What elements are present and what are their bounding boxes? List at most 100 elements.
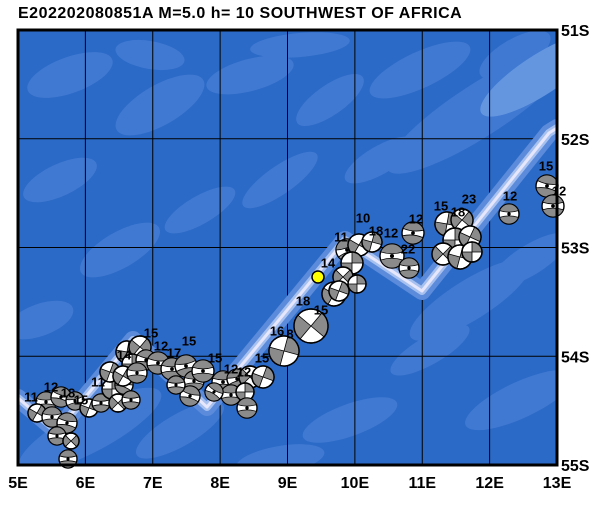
bathymetry-patch — [465, 369, 557, 431]
pressure-axis-dot — [170, 367, 174, 371]
bathymetry-patch — [480, 33, 557, 117]
focal-mechanism-beachball — [461, 241, 483, 263]
pressure-axis-dot — [73, 399, 77, 403]
x-axis-label: 13E — [543, 475, 572, 492]
focal-mechanism-beachball — [379, 243, 405, 269]
event-day-label: 15 — [255, 351, 269, 366]
pressure-axis-dot — [229, 393, 233, 397]
event-day-label: 15 — [208, 351, 222, 366]
bathymetry-patch — [115, 39, 185, 71]
y-axis-label: 55S — [561, 458, 590, 475]
main-event-marker — [311, 270, 325, 284]
beachball-rim — [361, 231, 383, 253]
pressure-axis-dot — [345, 248, 349, 252]
focal-mechanism-beachball — [65, 391, 85, 411]
pressure-axis-dot — [50, 415, 54, 419]
event-day-label: 18 — [61, 386, 75, 401]
compression-lobe — [122, 390, 140, 399]
bathymetry-texture — [18, 30, 557, 465]
compression-lobe — [127, 362, 147, 372]
pressure-axis-dot — [55, 434, 59, 438]
event-day-label: 15 — [182, 334, 196, 349]
pressure-axis-dot — [235, 377, 239, 381]
pressure-axis-dot — [411, 231, 415, 235]
bathymetry-patch — [242, 151, 318, 209]
bathymetry-patch — [115, 74, 205, 136]
pressure-axis-dot — [551, 204, 555, 208]
event-day-label: 11 — [91, 375, 105, 390]
compression-lobe — [65, 391, 84, 401]
compression-lobe — [192, 372, 214, 383]
compression-lobe — [499, 215, 519, 225]
beachball-rim — [293, 308, 329, 344]
pressure-axis-dot — [212, 390, 216, 394]
focal-mechanism-beachball — [179, 385, 201, 407]
compression-lobe — [401, 234, 424, 245]
bathymetry-patch — [250, 32, 350, 58]
event-day-label: 14 — [321, 256, 336, 271]
x-axis-label: 9E — [278, 475, 298, 492]
pressure-axis-dot — [44, 400, 48, 404]
x-axis-label: 6E — [76, 475, 96, 492]
event-day-label: 12 — [384, 226, 398, 241]
event-day-label: 15 — [539, 159, 553, 174]
focal-mechanism-beachball — [268, 335, 300, 367]
event-day-label: 12 — [503, 189, 517, 204]
compression-lobe — [167, 386, 185, 395]
beachball-rim — [347, 274, 367, 294]
compression-lobe — [237, 409, 257, 419]
event-day-label: 18 — [451, 205, 465, 220]
y-axis-label: 52S — [561, 132, 590, 149]
compression-lobe — [499, 203, 519, 213]
pressure-axis-dot — [129, 398, 133, 402]
compression-lobe — [127, 374, 147, 384]
bathymetry-patch — [135, 401, 225, 459]
compression-lobe — [181, 385, 201, 396]
event-day-label: 11 — [334, 230, 348, 245]
compression-lobe — [204, 389, 221, 402]
x-axis-label: 8E — [210, 475, 230, 492]
compression-lobe — [48, 426, 66, 435]
compression-lobe — [192, 359, 214, 370]
compression-lobe — [237, 397, 257, 407]
focal-mechanism-beachball — [347, 274, 367, 294]
x-axis-labels: 5E 6E 7E 8E 9E 10E 11E 12E 13E — [8, 475, 571, 492]
focal-mechanism-beachball — [121, 390, 141, 410]
event-day-label: 15 — [434, 199, 448, 214]
bathymetry-patch — [344, 136, 416, 184]
x-axis-label: 7E — [143, 475, 163, 492]
pressure-axis-dot — [245, 406, 249, 410]
compression-lobe — [167, 375, 185, 384]
bathymetry-patch — [491, 232, 557, 288]
bathymetry-patch — [27, 52, 113, 98]
x-axis-label: 12E — [475, 475, 504, 492]
event-day-label: 18 — [369, 224, 383, 239]
bathymetry-patch — [296, 73, 364, 127]
plot-title: E202202080851A M=5.0 h= 10 SOUTHWEST OF … — [18, 5, 463, 22]
focal-mechanism-beachball — [62, 432, 80, 450]
pressure-axis-dot — [545, 184, 549, 188]
bathymetry-patch — [235, 444, 325, 465]
event-day-label: 18 — [296, 294, 310, 309]
pressure-axis-dot — [201, 369, 205, 373]
event-day-label: 11 — [24, 390, 38, 405]
pressure-axis-dot — [188, 394, 192, 398]
beachball-rim — [62, 432, 80, 450]
map-frame — [16, 28, 559, 467]
event-day-label: 12 — [409, 212, 423, 227]
pressure-axis-dot — [389, 253, 395, 259]
focal-mechanism-beachball — [47, 426, 67, 446]
pressure-axis-dot — [65, 421, 69, 425]
compression-lobe — [399, 269, 419, 279]
event-day-label: 22 — [401, 242, 415, 257]
focal-mechanism-beachball — [401, 221, 425, 245]
compression-lobe — [59, 449, 77, 458]
x-axis-label: 11E — [408, 475, 436, 492]
event-day-label: 12 — [237, 365, 251, 380]
bathymetry-patch — [479, 30, 551, 80]
compression-lobe — [399, 257, 419, 267]
pressure-axis-dot — [184, 364, 188, 368]
bathymetry-patch — [390, 324, 470, 376]
